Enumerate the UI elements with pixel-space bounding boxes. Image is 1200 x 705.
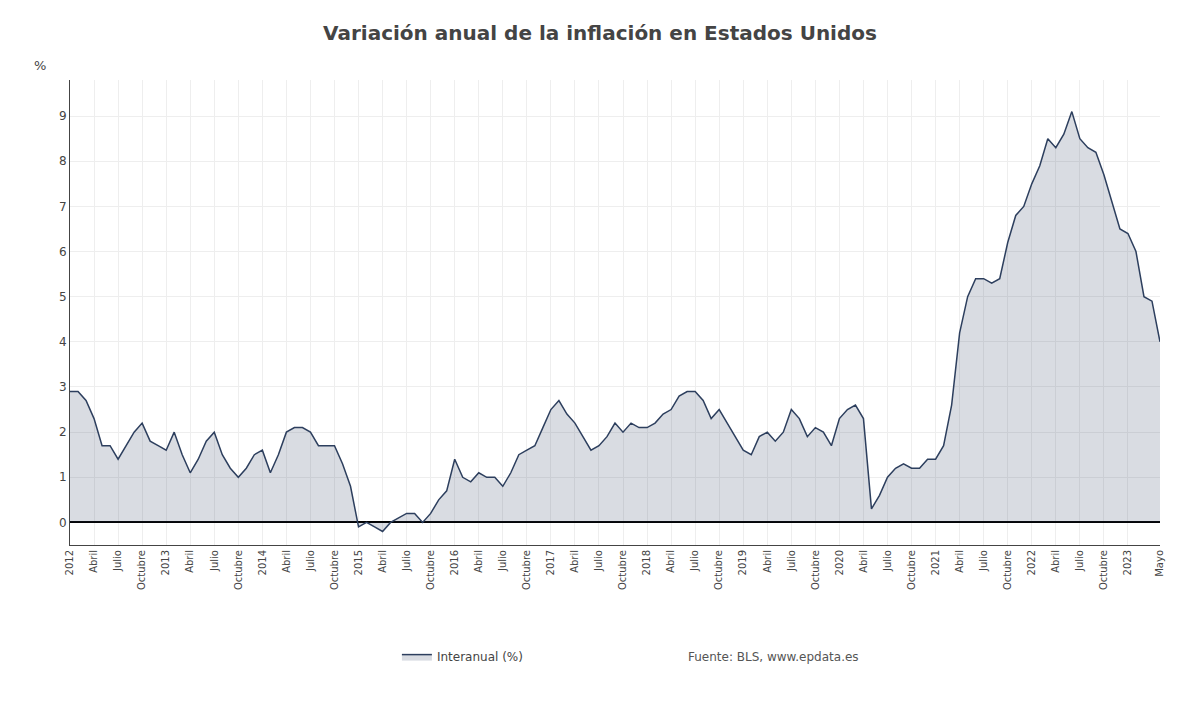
svg-text:Julio: Julio [1074,550,1085,572]
svg-text:Julio: Julio [305,550,316,572]
svg-text:Julio: Julio [786,550,797,572]
svg-text:Abril: Abril [377,550,388,573]
svg-text:Octubre: Octubre [233,550,244,590]
svg-text:Abril: Abril [858,550,869,573]
svg-text:2020: 2020 [834,550,845,575]
svg-text:Julio: Julio [882,550,893,572]
svg-text:2021: 2021 [930,550,941,575]
svg-text:Julio: Julio [401,550,412,572]
svg-text:2019: 2019 [737,550,748,575]
svg-text:Octubre: Octubre [617,550,628,590]
svg-text:Interanual (%): Interanual (%) [437,650,523,664]
svg-text:2013: 2013 [160,550,171,575]
svg-text:3: 3 [59,380,67,394]
svg-text:Julio: Julio [209,550,220,572]
svg-text:Abril: Abril [954,550,965,573]
svg-text:2023: 2023 [1122,550,1133,575]
svg-text:Abril: Abril [184,550,195,573]
svg-text:5: 5 [59,290,67,304]
svg-text:Julio: Julio [689,550,700,572]
svg-text:Abril: Abril [88,550,99,573]
svg-text:1: 1 [59,470,67,484]
svg-text:2: 2 [59,425,67,439]
svg-text:8: 8 [59,154,67,168]
svg-text:Mayo: Mayo [1154,550,1165,577]
svg-text:Abril: Abril [569,550,580,573]
svg-text:Julio: Julio [112,550,123,572]
svg-text:Octubre: Octubre [521,550,532,590]
svg-text:Julio: Julio [978,550,989,572]
svg-text:Julio: Julio [593,550,604,572]
svg-text:Octubre: Octubre [713,550,724,590]
svg-text:0: 0 [59,516,67,530]
svg-text:Octubre: Octubre [906,550,917,590]
svg-text:Octubre: Octubre [425,550,436,590]
svg-text:Octubre: Octubre [1002,550,1013,590]
svg-text:2015: 2015 [353,550,364,575]
svg-text:Octubre: Octubre [329,550,340,590]
svg-text:Octubre: Octubre [810,550,821,590]
svg-text:2022: 2022 [1026,550,1037,575]
svg-text:Octubre: Octubre [1098,550,1109,590]
svg-text:Abril: Abril [281,550,292,573]
svg-text:7: 7 [59,200,67,214]
svg-text:Abril: Abril [665,550,676,573]
svg-text:Fuente: BLS, www.epdata.es: Fuente: BLS, www.epdata.es [688,650,859,664]
svg-text:2017: 2017 [545,550,556,575]
svg-text:Abril: Abril [1050,550,1061,573]
svg-text:2018: 2018 [641,550,652,575]
svg-text:6: 6 [59,245,67,259]
svg-text:Variación anual de la inflació: Variación anual de la inflación en Estad… [323,21,877,45]
svg-text:4: 4 [59,335,67,349]
svg-text:2014: 2014 [257,550,268,575]
svg-text:%: % [34,58,46,73]
svg-text:Octubre: Octubre [136,550,147,590]
svg-text:9: 9 [59,109,67,123]
svg-text:2016: 2016 [449,550,460,575]
svg-text:Abril: Abril [473,550,484,573]
svg-text:Abril: Abril [762,550,773,573]
svg-text:Julio: Julio [497,550,508,572]
svg-text:2012: 2012 [64,550,75,575]
